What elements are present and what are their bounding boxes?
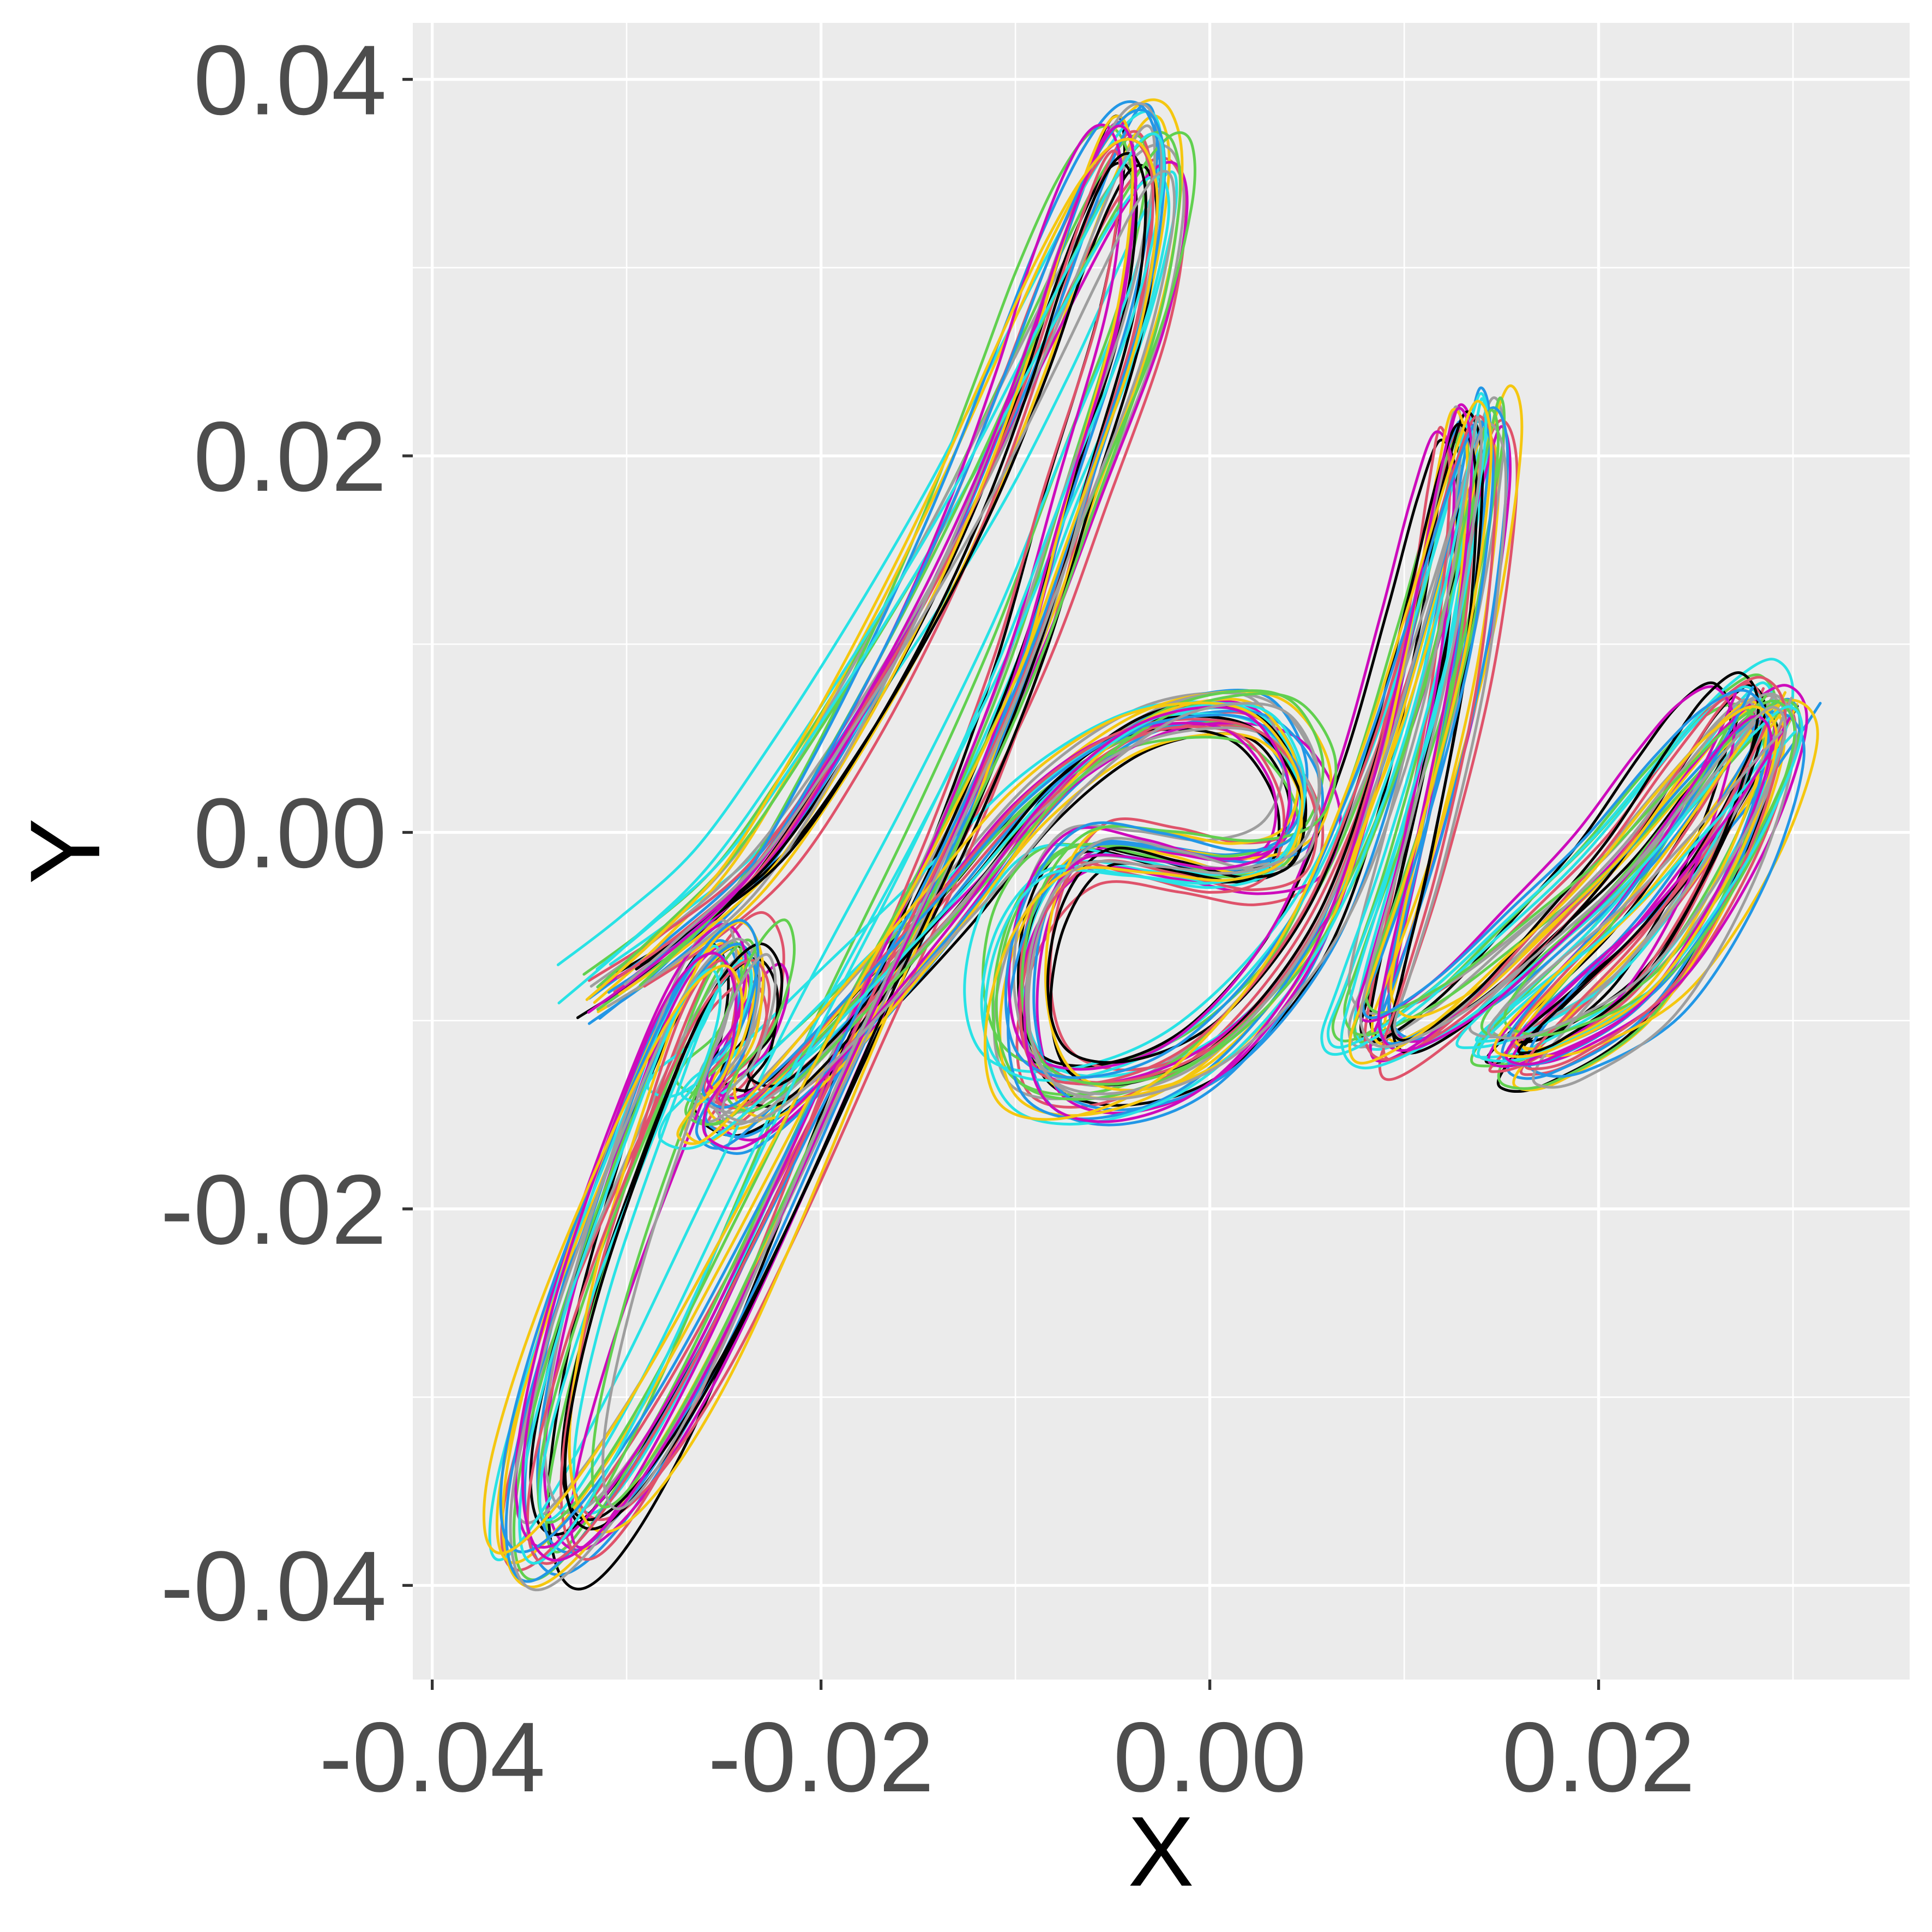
trace-series-31	[482, 137, 1778, 1555]
x-axis-ticks: -0.04 -0.02 0.00 0.02	[319, 1680, 1695, 1813]
trace-series-26	[526, 137, 1787, 1565]
y-tick-label: 0.00	[194, 777, 387, 888]
y-tick-label: 0.02	[194, 401, 387, 512]
y-tick-label: 0.04	[194, 25, 387, 136]
y-tick-label: -0.04	[160, 1530, 387, 1641]
trace-series-32	[601, 170, 1787, 1510]
x-axis-title: X	[1128, 1796, 1194, 1907]
x-tick-label: -0.02	[708, 1701, 934, 1813]
trace-series-28	[499, 108, 1771, 1554]
trace-series-27	[591, 130, 1796, 1509]
trace-series-23	[568, 115, 1787, 1533]
x-tick-label: 0.02	[1502, 1701, 1695, 1813]
x-tick-label: -0.04	[319, 1701, 545, 1813]
y-axis-ticks: -0.04 -0.02 0.00 0.02 0.04	[160, 25, 413, 1641]
trace-series-group	[482, 98, 1822, 1591]
y-tick-label: -0.02	[160, 1154, 387, 1265]
x-tick-label: 0.00	[1114, 1701, 1307, 1813]
y-axis-title: Y	[9, 818, 121, 884]
